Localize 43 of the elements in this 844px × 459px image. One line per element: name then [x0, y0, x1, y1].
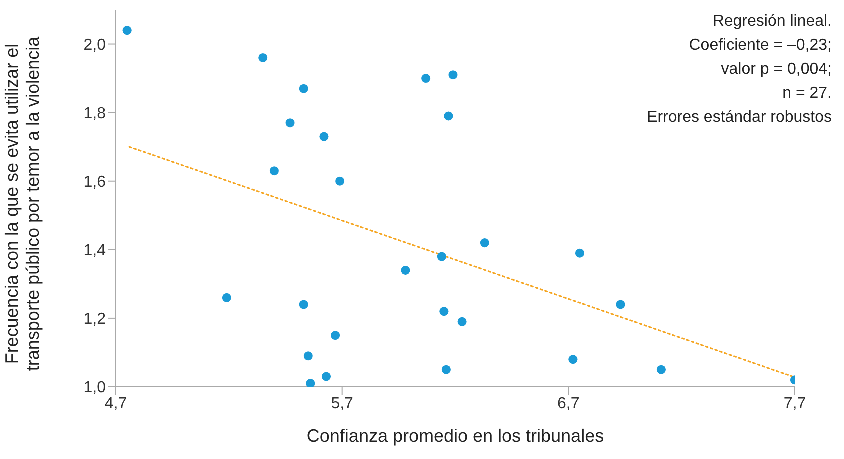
point	[320, 132, 329, 142]
point	[286, 118, 295, 128]
y-axis-title: Frecuencia con la que se evita utilizar el transporte público por temor a la violencia	[2, 36, 44, 374]
point	[322, 372, 332, 382]
annotation: n = 27.	[782, 84, 832, 104]
y-tick-label: 1,2	[84, 311, 106, 328]
y-tick-label: 1,6	[84, 174, 106, 192]
point	[575, 248, 584, 258]
y-tick-label: 1,4	[84, 242, 106, 260]
point	[299, 300, 308, 310]
point	[656, 365, 666, 374]
y-tick-label: 2,0	[84, 36, 106, 54]
point	[222, 293, 232, 302]
annotation: valor p = 0,004;	[720, 60, 832, 80]
y-tick-label: 1,0	[84, 380, 106, 397]
point	[444, 112, 454, 121]
point	[258, 53, 268, 62]
point	[270, 166, 279, 176]
y-tick-label: 1,8	[84, 106, 106, 122]
point	[306, 379, 316, 387]
point	[401, 266, 410, 275]
x-tick-label: 7,7	[784, 395, 806, 412]
point	[568, 355, 578, 364]
point	[480, 238, 490, 248]
point	[437, 252, 446, 262]
point	[299, 84, 308, 94]
point	[331, 331, 340, 340]
point	[422, 74, 431, 84]
point	[458, 317, 467, 326]
point	[440, 307, 449, 316]
x-axis-title: Confianza promedio en los tribunales	[306, 426, 606, 447]
x-tick-label: 6,7	[558, 395, 580, 412]
point	[122, 26, 132, 36]
annotation: Coeficiente = –0,23;	[688, 36, 832, 56]
point	[336, 176, 345, 186]
annotation: Errores estándar robustos	[647, 108, 832, 128]
point	[304, 352, 313, 361]
x-tick-label: 5,7	[331, 395, 354, 412]
annotation: Regresión lineal.	[712, 12, 832, 32]
point	[616, 300, 626, 310]
point	[442, 365, 451, 374]
point	[448, 70, 458, 80]
x-tick-label: 4,7	[104, 395, 128, 412]
